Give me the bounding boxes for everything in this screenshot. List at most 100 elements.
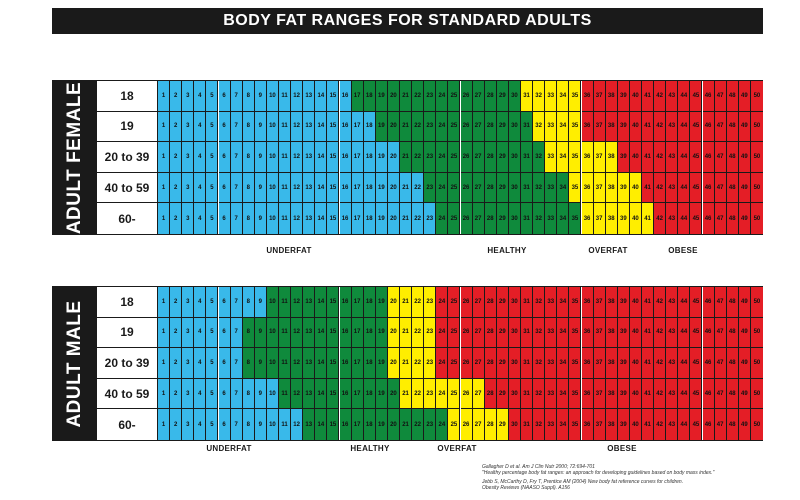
body-fat-cell: 2 [170,142,183,173]
body-fat-cell: 44 [678,348,691,379]
body-fat-cell: 9 [254,317,267,349]
body-fat-cell: 22 [412,203,425,234]
body-fat-cell: 34 [557,287,570,318]
age-group-label: 40 to 59 [97,172,158,204]
body-fat-cell: 17 [351,378,364,410]
body-fat-cell: 11 [279,317,292,349]
reference-line: Obesity Reviews (NAASO Suppl). A156 [482,485,570,491]
category-label-underfat: UNDERFAT [266,246,312,255]
body-fat-cell: 8 [242,287,255,318]
body-fat-cell: 30 [508,81,521,112]
body-fat-cell: 11 [279,111,292,143]
body-fat-cell: 11 [279,203,292,234]
body-fat-cell: 13 [303,172,316,204]
body-fat-cell: 4 [194,378,207,410]
body-fat-cell: 35 [569,317,582,349]
body-fat-cell: 40 [629,172,642,204]
body-fat-cell: 33 [545,287,558,318]
body-fat-cell: 15 [327,81,340,112]
body-fat-cell: 48 [726,203,739,234]
age-group-label: 60- [97,409,158,440]
body-fat-cell: 20 [387,317,400,349]
body-fat-cell: 28 [484,378,497,410]
body-fat-cell: 29 [496,142,509,173]
body-fat-cell: 37 [593,111,606,143]
body-fat-cell: 29 [496,172,509,204]
body-fat-cell: 19 [375,142,388,173]
age-group-label: 60- [97,203,158,234]
body-fat-cell: 30 [508,142,521,173]
category-label-overfat: OVERFAT [588,246,628,255]
body-fat-cell: 4 [194,409,207,440]
body-fat-cell: 26 [460,317,473,349]
body-fat-cell: 35 [569,348,582,379]
body-fat-cell: 40 [629,409,642,440]
body-fat-cell: 5 [206,378,219,410]
body-fat-cell: 44 [678,81,691,112]
body-fat-cell: 43 [666,172,679,204]
body-fat-cell: 45 [690,409,703,440]
body-fat-cell: 29 [496,287,509,318]
body-fat-cell: 31 [521,172,534,204]
body-fat-cell: 9 [254,287,267,318]
body-fat-cell: 14 [315,172,328,204]
body-fat-cell: 45 [690,287,703,318]
body-fat-cell: 49 [738,203,751,234]
body-fat-cell: 1 [158,172,171,204]
body-fat-cell: 2 [170,172,183,204]
body-fat-cell: 4 [194,142,207,173]
body-fat-cell: 23 [424,203,437,234]
body-fat-cell: 19 [375,111,388,143]
body-fat-cell: 50 [750,81,763,112]
body-fat-cell: 36 [581,348,594,379]
body-fat-cell: 34 [557,348,570,379]
age-group-label: 19 [97,317,158,349]
body-fat-cell: 24 [436,409,449,440]
body-fat-cell: 15 [327,378,340,410]
body-fat-cell: 48 [726,142,739,173]
body-fat-cell: 39 [617,287,630,318]
body-fat-cell: 33 [545,348,558,379]
body-fat-cell: 15 [327,317,340,349]
body-fat-cell: 47 [714,317,727,349]
body-fat-cell: 2 [170,203,183,234]
body-fat-cell: 31 [521,348,534,379]
body-fat-cell: 3 [182,111,195,143]
body-fat-cell: 15 [327,142,340,173]
body-fat-cell: 44 [678,203,691,234]
body-fat-cell: 12 [291,409,304,440]
body-fat-cell: 5 [206,287,219,318]
body-fat-cell: 25 [448,81,461,112]
body-fat-cell: 46 [702,378,715,410]
body-fat-cell: 49 [738,81,751,112]
body-fat-cell: 36 [581,111,594,143]
body-fat-cell: 49 [738,172,751,204]
age-group-label: 40 to 59 [97,378,158,410]
body-fat-cell: 38 [605,378,618,410]
body-fat-cell: 42 [654,409,667,440]
body-fat-cell: 32 [533,81,546,112]
body-fat-cell: 12 [291,172,304,204]
body-fat-cell: 48 [726,172,739,204]
body-fat-cell: 18 [363,81,376,112]
body-fat-cell: 32 [533,348,546,379]
body-fat-cell: 30 [508,378,521,410]
body-fat-cell: 46 [702,348,715,379]
body-fat-cell: 45 [690,81,703,112]
body-fat-cell: 25 [448,409,461,440]
body-fat-cell: 1 [158,409,171,440]
body-fat-cell: 24 [436,203,449,234]
reference-line: Gallagher D et al. Am J Clin Nutr 2000; … [482,464,595,470]
body-fat-cell: 5 [206,317,219,349]
body-fat-cell: 21 [400,378,413,410]
body-fat-cell: 29 [496,111,509,143]
body-fat-cell: 20 [387,142,400,173]
body-fat-cell: 13 [303,378,316,410]
body-fat-cell: 14 [315,317,328,349]
body-fat-cell: 33 [545,81,558,112]
body-fat-cell: 46 [702,81,715,112]
adult-male-panel: ADULT MALE 18 1 2 3 4 5 6 7 8 9 10 11 12 13 14 15 16 17 18… [52,286,763,441]
body-fat-cell: 35 [569,111,582,143]
body-fat-cell: 15 [327,203,340,234]
body-fat-cell: 5 [206,81,219,112]
